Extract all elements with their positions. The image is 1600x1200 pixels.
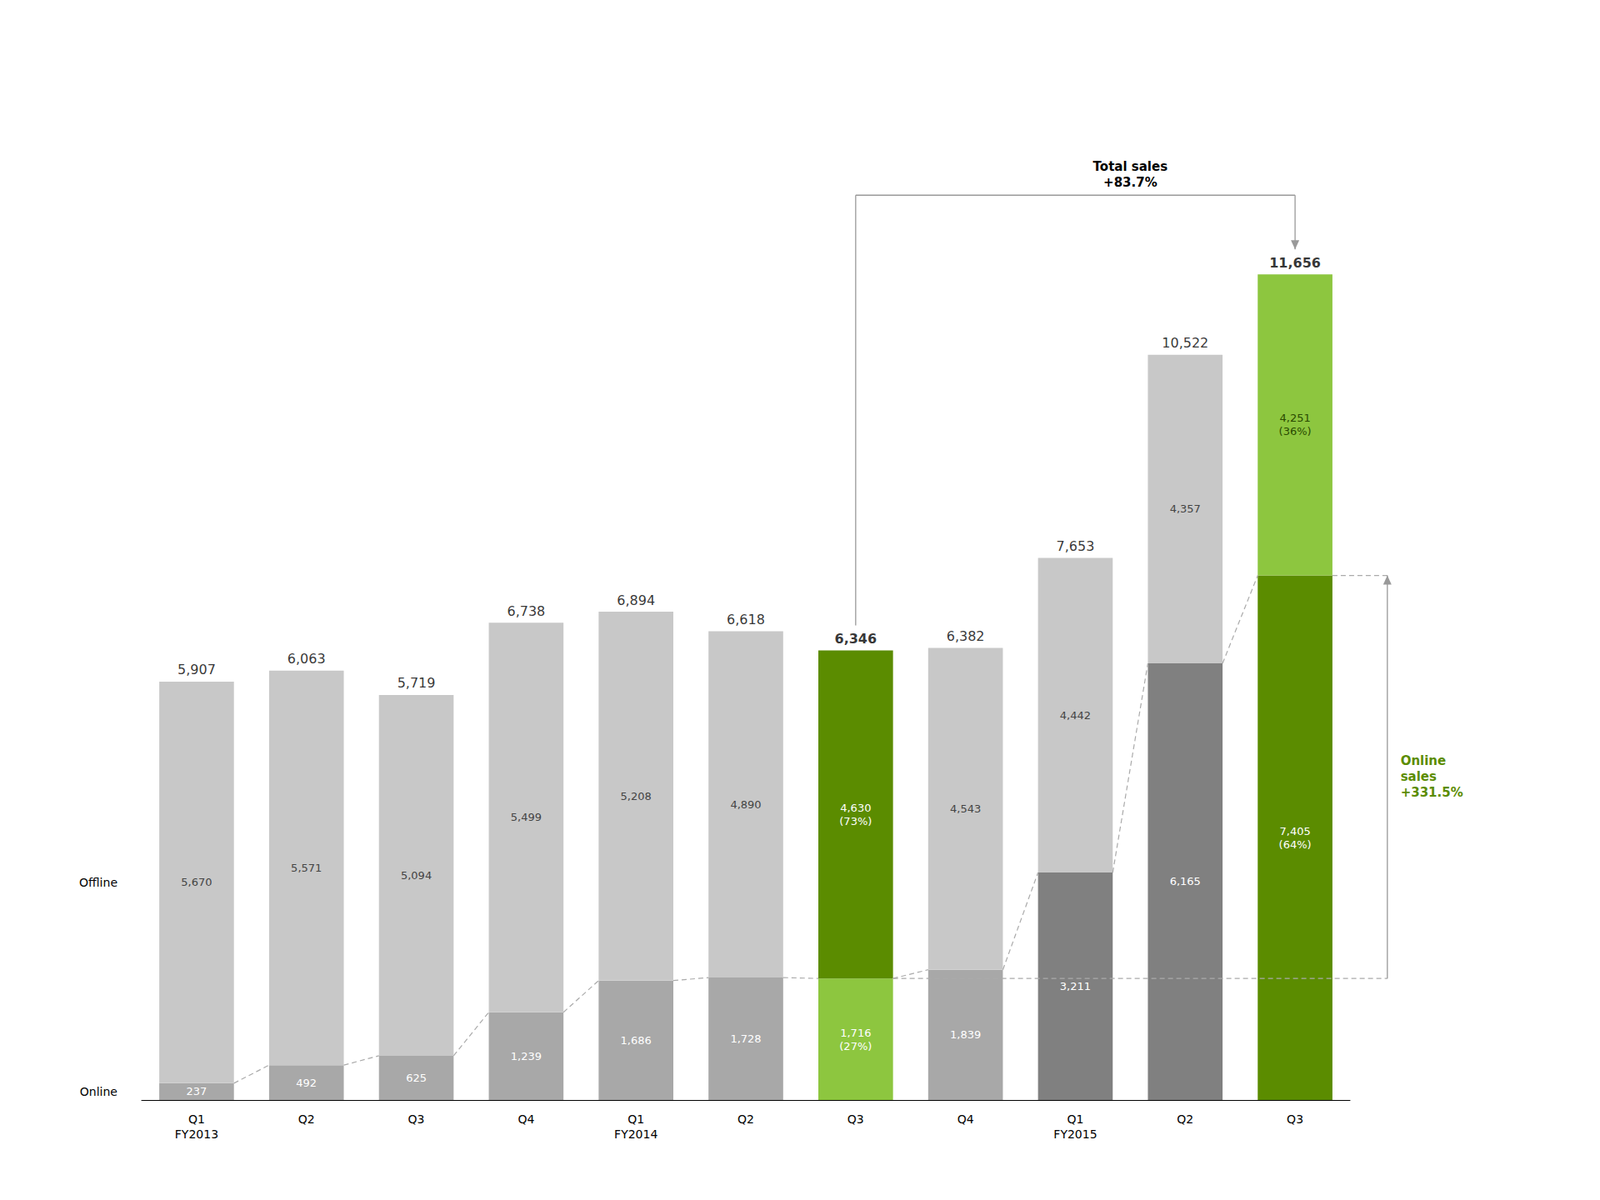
svg-text:Q3: Q3 [1286,1112,1304,1126]
svg-text:1,839: 1,839 [950,1028,981,1041]
svg-text:10,522: 10,522 [1161,335,1209,351]
svg-text:4,251: 4,251 [1279,411,1310,425]
svg-text:5,670: 5,670 [180,875,212,889]
svg-text:FY2014: FY2014 [614,1127,658,1141]
svg-text:Online: Online [1400,753,1447,769]
svg-text:Q3: Q3 [408,1112,425,1126]
svg-text:5,907: 5,907 [177,661,216,678]
svg-text:Q1: Q1 [1066,1112,1084,1126]
svg-text:4,442: 4,442 [1060,709,1091,722]
svg-text:5,208: 5,208 [620,790,652,803]
svg-text:6,738: 6,738 [506,603,545,620]
svg-text:7,405: 7,405 [1279,825,1310,838]
svg-text:4,543: 4,543 [950,802,981,815]
svg-text:Q1: Q1 [188,1112,205,1126]
svg-text:4,890: 4,890 [730,798,761,811]
svg-text:6,382: 6,382 [946,628,985,645]
svg-text:4,630: 4,630 [840,801,871,815]
svg-text:1,239: 1,239 [510,1050,542,1063]
svg-text:Q2: Q2 [737,1112,755,1126]
svg-text:Q3: Q3 [847,1112,865,1126]
svg-text:Q2: Q2 [298,1112,315,1126]
svg-text:3,211: 3,211 [1060,980,1091,993]
svg-text:4,357: 4,357 [1170,502,1201,515]
svg-text:Q2: Q2 [1176,1112,1194,1126]
svg-text:5,499: 5,499 [510,810,542,824]
svg-text:(73%): (73%) [839,815,872,828]
svg-text:(64%): (64%) [1279,838,1312,851]
svg-text:FY2015: FY2015 [1053,1127,1097,1141]
svg-text:Total sales: Total sales [1093,159,1169,175]
svg-text:Q4: Q4 [517,1112,535,1126]
svg-text:1,716: 1,716 [840,1026,871,1040]
svg-text:Q4: Q4 [957,1112,975,1126]
svg-text:6,618: 6,618 [726,611,765,628]
svg-text:6,346: 6,346 [835,630,878,647]
svg-text:Q1: Q1 [627,1112,645,1126]
svg-text:11,656: 11,656 [1269,255,1321,271]
svg-text:Offline: Offline [79,875,118,890]
svg-text:5,094: 5,094 [400,869,432,882]
svg-text:(36%): (36%) [1279,425,1312,438]
svg-text:6,894: 6,894 [616,592,655,609]
svg-text:sales: sales [1400,769,1437,785]
svg-text:1,728: 1,728 [730,1032,761,1045]
svg-text:6,063: 6,063 [287,650,326,667]
svg-text:Online: Online [80,1085,118,1099]
svg-text:492: 492 [295,1076,317,1090]
svg-text:5,719: 5,719 [397,675,436,691]
svg-text:6,165: 6,165 [1170,875,1201,888]
svg-text:237: 237 [185,1085,207,1098]
svg-text:5,571: 5,571 [290,861,322,875]
svg-text:(27%): (27%) [839,1040,872,1053]
svg-text:625: 625 [405,1071,427,1085]
svg-text:7,653: 7,653 [1056,538,1095,555]
svg-text:+83.7%: +83.7% [1103,175,1158,190]
svg-text:FY2013: FY2013 [175,1127,219,1141]
svg-text:1,686: 1,686 [620,1034,652,1047]
svg-text:+331.5%: +331.5% [1400,785,1464,800]
